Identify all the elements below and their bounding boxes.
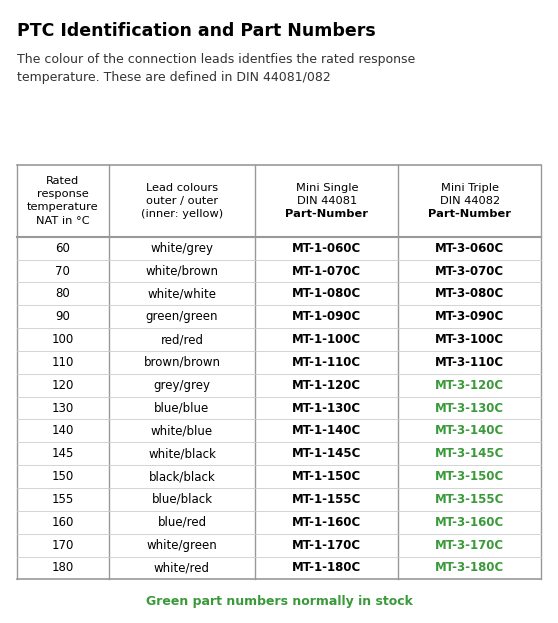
Text: MT-1-120C: MT-1-120C bbox=[292, 379, 362, 392]
Text: NAT in °C: NAT in °C bbox=[36, 216, 89, 226]
Text: MT-3-140C: MT-3-140C bbox=[435, 424, 504, 437]
Text: MT-3-155C: MT-3-155C bbox=[435, 493, 504, 506]
Text: green/green: green/green bbox=[146, 310, 218, 323]
Text: Lead colours: Lead colours bbox=[146, 183, 218, 193]
Text: black/black: black/black bbox=[148, 470, 215, 483]
Text: MT-1-180C: MT-1-180C bbox=[292, 561, 362, 574]
Text: white/brown: white/brown bbox=[146, 265, 219, 277]
Text: MT-1-170C: MT-1-170C bbox=[292, 539, 362, 551]
Text: grey/grey: grey/grey bbox=[153, 379, 210, 392]
Text: MT-1-080C: MT-1-080C bbox=[292, 287, 362, 300]
Text: MT-3-120C: MT-3-120C bbox=[435, 379, 504, 392]
Text: white/white: white/white bbox=[147, 287, 217, 300]
Text: white/black: white/black bbox=[148, 447, 216, 460]
Text: MT-3-100C: MT-3-100C bbox=[435, 333, 504, 346]
Text: Mini Triple: Mini Triple bbox=[441, 183, 499, 193]
Text: white/blue: white/blue bbox=[151, 424, 213, 437]
Text: Part-Number: Part-Number bbox=[429, 209, 511, 219]
Text: (inner: yellow): (inner: yellow) bbox=[141, 209, 223, 219]
Text: blue/blue: blue/blue bbox=[155, 402, 210, 414]
Text: MT-1-150C: MT-1-150C bbox=[292, 470, 362, 483]
Text: 140: 140 bbox=[51, 424, 74, 437]
Text: MT-3-170C: MT-3-170C bbox=[435, 539, 504, 551]
Text: Green part numbers normally in stock: Green part numbers normally in stock bbox=[146, 595, 412, 607]
Text: MT-3-145C: MT-3-145C bbox=[435, 447, 504, 460]
Text: 130: 130 bbox=[51, 402, 74, 414]
Text: MT-1-140C: MT-1-140C bbox=[292, 424, 362, 437]
Text: The colour of the connection leads identfies the rated response
temperature. The: The colour of the connection leads ident… bbox=[17, 53, 415, 84]
Text: 155: 155 bbox=[51, 493, 74, 506]
Text: Mini Single: Mini Single bbox=[296, 183, 358, 193]
Text: MT-1-090C: MT-1-090C bbox=[292, 310, 362, 323]
Text: 120: 120 bbox=[51, 379, 74, 392]
Text: MT-3-110C: MT-3-110C bbox=[435, 356, 504, 369]
Text: blue/red: blue/red bbox=[157, 516, 206, 529]
Text: MT-3-130C: MT-3-130C bbox=[435, 402, 504, 414]
Text: 70: 70 bbox=[55, 265, 70, 277]
Text: 60: 60 bbox=[55, 242, 70, 255]
Text: red/red: red/red bbox=[161, 333, 204, 346]
Text: MT-3-090C: MT-3-090C bbox=[435, 310, 504, 323]
Text: white/red: white/red bbox=[154, 561, 210, 574]
Text: brown/brown: brown/brown bbox=[143, 356, 220, 369]
Text: MT-1-155C: MT-1-155C bbox=[292, 493, 362, 506]
Text: blue/black: blue/black bbox=[151, 493, 213, 506]
Text: 160: 160 bbox=[51, 516, 74, 529]
Text: 90: 90 bbox=[55, 310, 70, 323]
Text: MT-1-130C: MT-1-130C bbox=[292, 402, 362, 414]
Text: MT-1-100C: MT-1-100C bbox=[292, 333, 362, 346]
Text: 100: 100 bbox=[51, 333, 74, 346]
Text: MT-3-160C: MT-3-160C bbox=[435, 516, 504, 529]
Text: DIN 44082: DIN 44082 bbox=[440, 196, 500, 206]
Text: temperature: temperature bbox=[27, 202, 98, 212]
Text: MT-3-150C: MT-3-150C bbox=[435, 470, 504, 483]
Text: MT-3-070C: MT-3-070C bbox=[435, 265, 504, 277]
Text: 80: 80 bbox=[55, 287, 70, 300]
Text: MT-1-160C: MT-1-160C bbox=[292, 516, 362, 529]
Text: MT-1-145C: MT-1-145C bbox=[292, 447, 362, 460]
Text: DIN 44081: DIN 44081 bbox=[297, 196, 357, 206]
Text: MT-3-060C: MT-3-060C bbox=[435, 242, 504, 255]
Text: MT-3-180C: MT-3-180C bbox=[435, 561, 504, 574]
Text: MT-1-110C: MT-1-110C bbox=[292, 356, 362, 369]
Text: 110: 110 bbox=[51, 356, 74, 369]
Text: 170: 170 bbox=[51, 539, 74, 551]
Text: Part-Number: Part-Number bbox=[285, 209, 368, 219]
Text: Rated: Rated bbox=[46, 176, 79, 186]
Text: white/grey: white/grey bbox=[151, 242, 214, 255]
Text: MT-3-080C: MT-3-080C bbox=[435, 287, 504, 300]
Text: MT-1-060C: MT-1-060C bbox=[292, 242, 362, 255]
Text: MT-1-070C: MT-1-070C bbox=[292, 265, 362, 277]
Text: 180: 180 bbox=[51, 561, 74, 574]
Text: 145: 145 bbox=[51, 447, 74, 460]
Text: outer / outer: outer / outer bbox=[146, 196, 218, 206]
Text: 150: 150 bbox=[51, 470, 74, 483]
Text: PTC Identification and Part Numbers: PTC Identification and Part Numbers bbox=[17, 22, 376, 40]
Text: response: response bbox=[37, 189, 89, 199]
Text: white/green: white/green bbox=[147, 539, 217, 551]
